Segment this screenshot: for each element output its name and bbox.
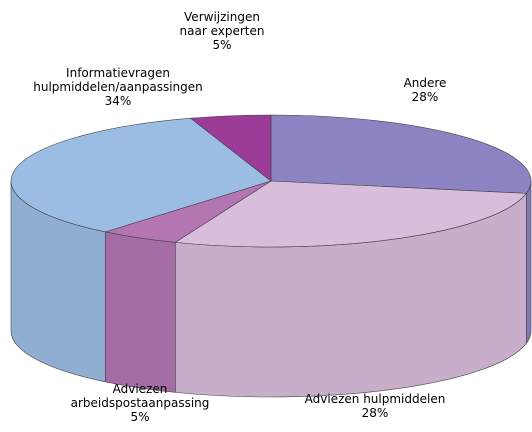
category-label: Verwijzingen naar experten <box>179 10 265 38</box>
pie-slice-side <box>104 231 176 393</box>
data-label: Informatievragen hulpmiddelen/aanpassing… <box>33 66 203 108</box>
value-label: 5% <box>212 38 232 52</box>
data-label: Andere 28% <box>404 76 447 104</box>
pie-slice <box>189 114 272 182</box>
value-label: 28% <box>411 90 439 104</box>
pie-slice-side <box>526 180 532 345</box>
data-label: Adviezen arbeidspostaanpassing 5% <box>71 382 210 424</box>
category-label: Andere <box>403 76 447 90</box>
pie-slice <box>10 117 272 233</box>
category-label: Informatievragen hulpmiddelen/aanpassing… <box>33 66 203 94</box>
value-label: 5% <box>130 410 150 424</box>
value-label: 34% <box>104 94 132 108</box>
category-label: Adviezen arbeidspostaanpassing <box>70 382 210 410</box>
value-label: 28% <box>361 406 389 420</box>
data-label: Adviezen hulpmiddelen 28% <box>305 392 446 420</box>
pie-slice <box>270 114 532 194</box>
category-label: Adviezen hulpmiddelen <box>304 392 446 406</box>
data-label: Verwijzingen naar experten 5% <box>180 10 265 52</box>
pie-slice <box>174 180 527 248</box>
